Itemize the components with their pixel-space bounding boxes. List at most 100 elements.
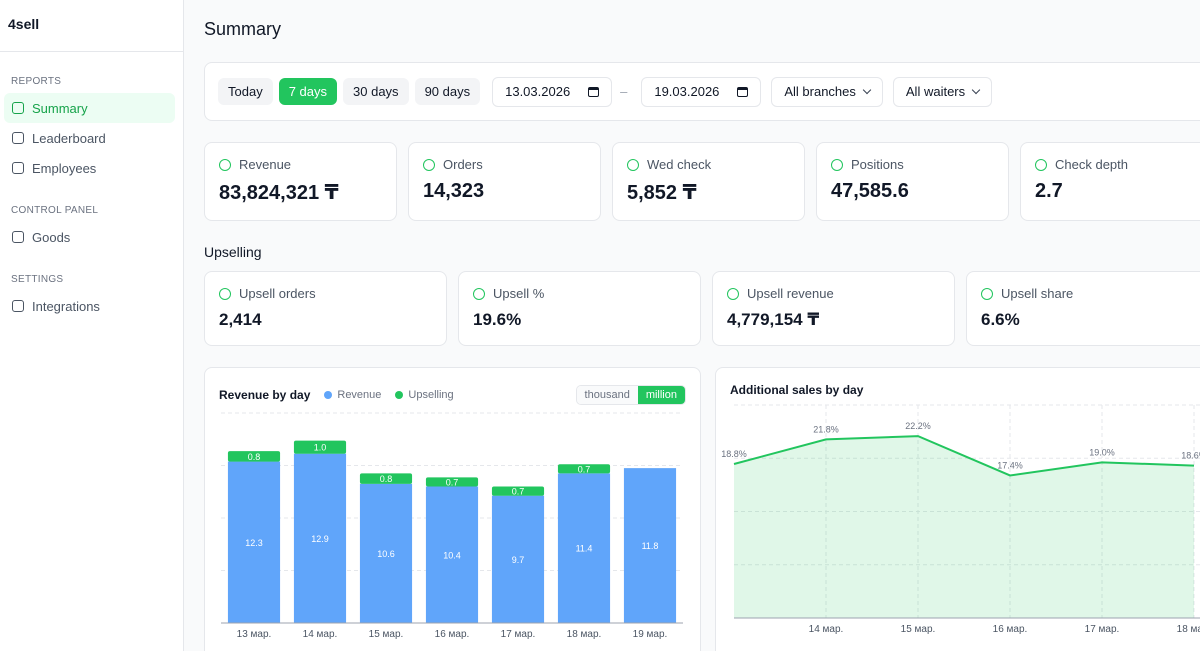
- legend-dot: [395, 391, 404, 399]
- bar-segment: [293, 453, 347, 623]
- nav-label: Integrations: [32, 298, 100, 314]
- bar-label: 0.8: [248, 452, 261, 462]
- bar-segment: [425, 477, 479, 487]
- bar-segment: [359, 473, 413, 484]
- nav-item[interactable]: Goods: [4, 222, 175, 252]
- kpi-value: 47,585.6: [831, 180, 909, 202]
- x-tick-label: 15 мар.: [901, 624, 936, 635]
- upsell-label: Upsell %: [473, 286, 686, 301]
- period-button[interactable]: 7 days: [278, 78, 338, 105]
- kpi-label-text: Check depth: [1055, 157, 1128, 172]
- kpi-label-text: Revenue: [239, 157, 292, 172]
- upsell-value: 2,414: [219, 310, 262, 329]
- upsell-label: Upsell share: [981, 286, 1194, 301]
- x-tick-label: 18 мар.: [567, 629, 602, 640]
- point-label: 22.2%: [905, 421, 931, 431]
- page-title: Summary: [204, 19, 282, 39]
- upsell-icon: [219, 287, 231, 300]
- chart-card: Additional sales by day 14 мар. 15 мар. 16 …: [715, 367, 1200, 651]
- chart-plot: 14 мар. 15 мар. 16 мар. 17 мар. 18 мар. 18.8%…: [721, 404, 1200, 635]
- nav-item[interactable]: Employees: [4, 153, 175, 183]
- bar-label: 1.0: [314, 443, 327, 453]
- x-tick-label: 17 мар.: [1085, 624, 1120, 635]
- unit-option[interactable]: thousand: [576, 386, 638, 404]
- kpi-label: Positions: [831, 157, 994, 172]
- line: [733, 435, 1195, 477]
- kpi-label-text: Wed check: [647, 157, 712, 172]
- upsell-label-text: Upsell orders: [239, 286, 316, 301]
- kpi-card: Orders 14,323: [408, 142, 601, 221]
- bar-segment: [623, 468, 677, 623]
- bar-label: 11.4: [576, 544, 593, 554]
- legend-item: Upselling: [395, 389, 454, 401]
- bar-label: 0.7: [578, 464, 591, 474]
- kpi-card: Wed check 5,852 ₸: [612, 142, 805, 221]
- point-label: 18.8%: [721, 449, 747, 459]
- date-separator: –: [620, 84, 628, 99]
- calendar-icon: [737, 86, 749, 97]
- date-input[interactable]: 13.03.2026: [492, 76, 613, 107]
- chevron: [971, 85, 981, 95]
- nav-icon: [12, 300, 24, 312]
- section-title: SETTINGS: [11, 274, 64, 285]
- period-button[interactable]: Today: [218, 78, 273, 105]
- legend-dot: [324, 391, 333, 399]
- x-tick-label: 19 мар.: [633, 629, 668, 640]
- upsell-label-text: Upsell share: [1001, 286, 1074, 301]
- kpi-value: 83,824,321 ₸: [219, 182, 339, 204]
- upsell-icon: [981, 287, 993, 300]
- upsell-card: Upsell revenue 4,779,154 ₸: [712, 271, 955, 346]
- period-button[interactable]: 90 days: [414, 78, 481, 105]
- select-text: All waiters: [905, 84, 966, 99]
- date-text: 13.03.2026: [505, 84, 571, 99]
- kpi-icon: [423, 158, 435, 171]
- kpi-card: Check depth 2.7: [1020, 142, 1200, 221]
- date-input[interactable]: 19.03.2026: [641, 76, 762, 107]
- chevron: [862, 85, 872, 95]
- x-tick-label: 16 мар.: [435, 629, 470, 640]
- unit-option[interactable]: million: [637, 386, 685, 404]
- nav-icon: [12, 102, 24, 114]
- bar-label: 10.4: [443, 550, 461, 560]
- x-tick-label: 18 мар.: [1177, 624, 1200, 635]
- kpi-label: Orders: [423, 157, 586, 172]
- nav-item[interactable]: Leaderboard: [4, 123, 175, 153]
- legend-label: Upselling: [408, 389, 454, 401]
- bar-label: 0.7: [512, 487, 525, 497]
- bar-label: 12.3: [245, 538, 263, 548]
- kpi-label: Wed check: [627, 157, 790, 172]
- filter-bar: Today 7 days 30 days 90 days 13.03.2026 – 19.0…: [204, 62, 1200, 121]
- kpi-label-text: Orders: [443, 157, 483, 172]
- sidebar: 4sell REPORTS Summary Leaderboard Employees C…: [0, 0, 184, 651]
- x-tick-label: 16 мар.: [993, 624, 1028, 635]
- upsell-value: 4,779,154 ₸: [727, 310, 820, 329]
- chart-header: Revenue by day Revenue Upselling thousand mi…: [219, 385, 686, 405]
- section-title: REPORTS: [11, 76, 62, 87]
- bar-label: 11.8: [642, 541, 659, 551]
- upsell-value: 6.6%: [981, 310, 1020, 329]
- legend-label: Revenue: [337, 389, 382, 401]
- kpi-icon: [1035, 158, 1047, 171]
- point-label: 18.6%: [1181, 451, 1200, 461]
- kpi-row: Revenue 83,824,321 ₸ Orders 14,323 Wed check…: [204, 142, 1200, 221]
- upsell-card: Upsell orders 2,414: [204, 271, 447, 346]
- nav-item[interactable]: Integrations: [4, 291, 175, 321]
- bar-segment: [293, 440, 347, 454]
- nav-item[interactable]: Summary: [4, 93, 175, 123]
- bar-label: 0.8: [380, 474, 393, 484]
- x-tick-label: 14 мар.: [809, 624, 844, 635]
- bar-segment: [227, 461, 281, 623]
- select[interactable]: All waiters: [892, 76, 993, 107]
- chart-title: Revenue by day: [219, 388, 311, 402]
- point-label: 21.8%: [813, 424, 839, 434]
- upsell-card: Upsell % 19.6%: [458, 271, 701, 346]
- select[interactable]: All branches: [771, 76, 883, 107]
- period-button[interactable]: 30 days: [343, 78, 409, 105]
- kpi-value: 2.7: [1035, 180, 1063, 202]
- nav-label: Goods: [32, 229, 71, 245]
- upsell-label: Upsell revenue: [727, 286, 940, 301]
- select-text: All branches: [784, 84, 856, 99]
- x-tick-label: 15 мар.: [369, 629, 404, 640]
- bar-label: 12.9: [311, 534, 329, 544]
